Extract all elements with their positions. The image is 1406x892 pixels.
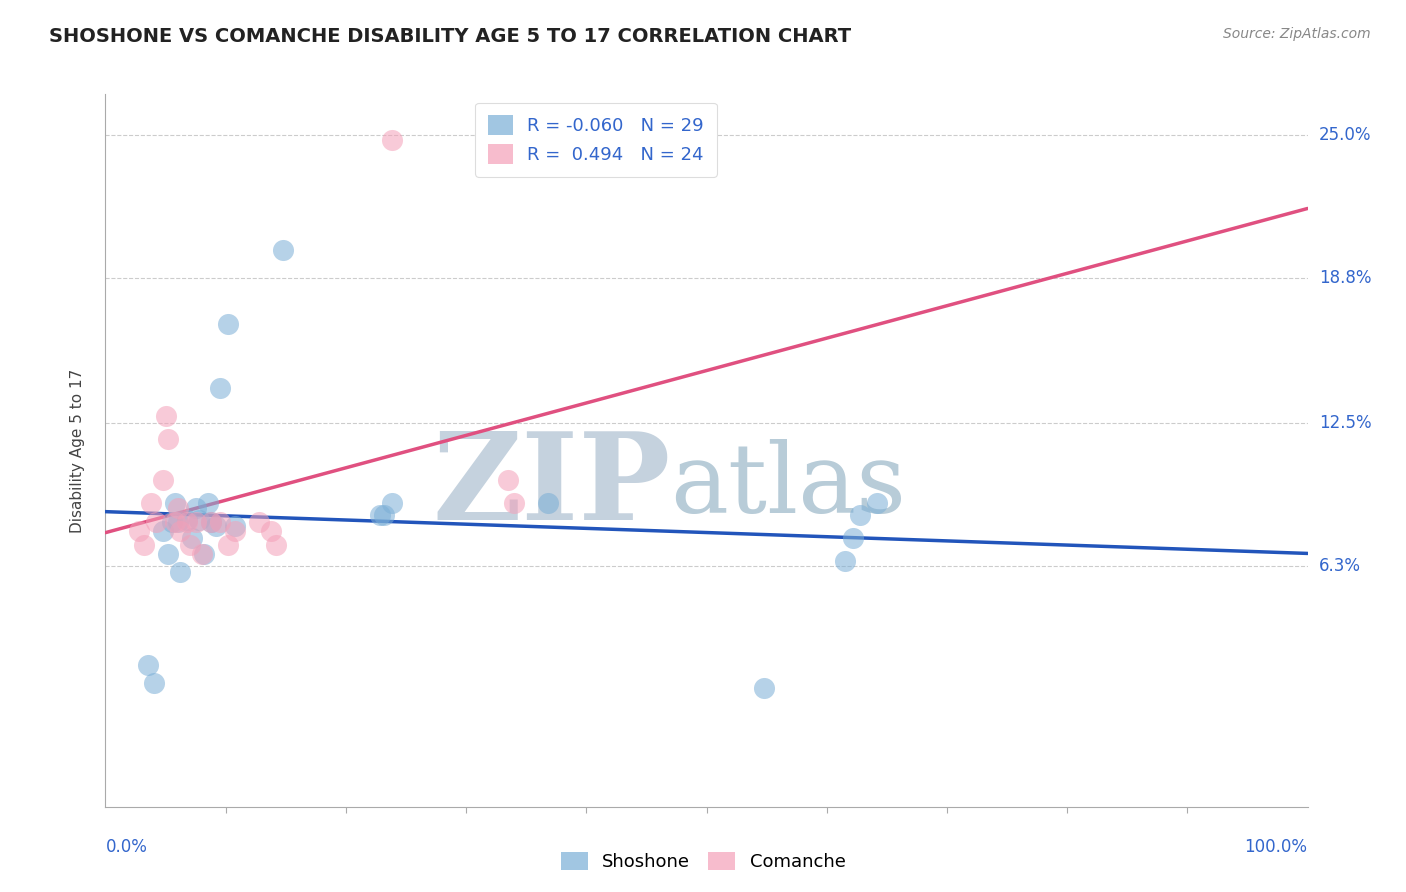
- Point: [176, 515, 198, 529]
- Point: [169, 566, 191, 580]
- Point: [754, 681, 776, 695]
- Text: SHOSHONE VS COMANCHE DISABILITY AGE 5 TO 17 CORRELATION CHART: SHOSHONE VS COMANCHE DISABILITY AGE 5 TO…: [49, 27, 852, 45]
- Point: [200, 515, 222, 529]
- Legend: Shoshone, Comanche: Shoshone, Comanche: [554, 845, 852, 879]
- Point: [184, 515, 207, 529]
- Point: [224, 519, 246, 533]
- Point: [145, 515, 167, 529]
- Point: [176, 512, 198, 526]
- Point: [866, 496, 889, 510]
- Point: [200, 515, 222, 529]
- Point: [169, 524, 191, 538]
- Point: [247, 515, 270, 529]
- Point: [842, 531, 865, 545]
- Point: [166, 515, 188, 529]
- Text: 12.5%: 12.5%: [1319, 414, 1371, 432]
- Text: 100.0%: 100.0%: [1244, 838, 1308, 855]
- Text: ZIP: ZIP: [432, 427, 671, 545]
- Text: 6.3%: 6.3%: [1319, 557, 1361, 574]
- Point: [537, 496, 560, 510]
- Y-axis label: Disability Age 5 to 17: Disability Age 5 to 17: [70, 368, 84, 533]
- Point: [190, 547, 212, 561]
- Point: [217, 317, 239, 331]
- Point: [165, 496, 187, 510]
- Point: [152, 474, 174, 488]
- Point: [139, 496, 162, 510]
- Point: [184, 501, 207, 516]
- Point: [166, 501, 188, 516]
- Text: 25.0%: 25.0%: [1319, 126, 1371, 145]
- Point: [181, 531, 204, 545]
- Point: [208, 515, 231, 529]
- Point: [179, 538, 201, 552]
- Text: Source: ZipAtlas.com: Source: ZipAtlas.com: [1223, 27, 1371, 41]
- Point: [224, 524, 246, 538]
- Point: [273, 243, 295, 257]
- Point: [380, 496, 402, 510]
- Point: [132, 538, 155, 552]
- Point: [849, 508, 872, 522]
- Point: [160, 515, 183, 529]
- Point: [834, 554, 856, 568]
- Point: [136, 657, 159, 672]
- Point: [193, 547, 215, 561]
- Point: [208, 381, 231, 395]
- Point: [197, 496, 219, 510]
- Point: [368, 508, 391, 522]
- Text: atlas: atlas: [671, 439, 907, 533]
- Point: [156, 432, 179, 446]
- Point: [188, 512, 211, 526]
- Point: [217, 538, 239, 552]
- Legend: R = -0.060   N = 29, R =  0.494   N = 24: R = -0.060 N = 29, R = 0.494 N = 24: [475, 103, 717, 177]
- Point: [155, 409, 177, 423]
- Point: [380, 133, 402, 147]
- Point: [260, 524, 283, 538]
- Point: [142, 676, 165, 690]
- Point: [373, 508, 395, 522]
- Point: [503, 496, 526, 510]
- Point: [128, 524, 150, 538]
- Point: [165, 515, 187, 529]
- Point: [205, 519, 228, 533]
- Point: [156, 547, 179, 561]
- Text: 18.8%: 18.8%: [1319, 268, 1371, 287]
- Point: [264, 538, 287, 552]
- Point: [152, 524, 174, 538]
- Text: 0.0%: 0.0%: [105, 838, 148, 855]
- Point: [496, 474, 519, 488]
